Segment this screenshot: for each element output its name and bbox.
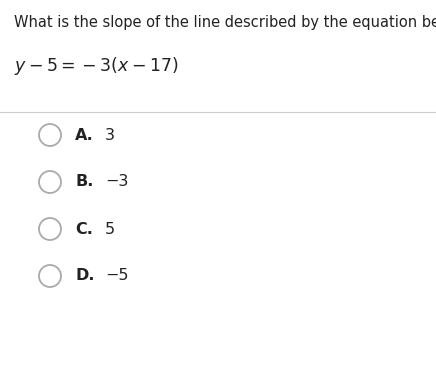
Text: 3: 3 (105, 128, 115, 142)
Text: B.: B. (75, 174, 93, 190)
Text: −5: −5 (105, 269, 129, 283)
Text: C.: C. (75, 221, 93, 236)
Text: −3: −3 (105, 174, 128, 190)
Text: What is the slope of the line described by the equation below?: What is the slope of the line described … (14, 15, 436, 30)
Text: A.: A. (75, 128, 94, 142)
Text: D.: D. (75, 269, 95, 283)
Text: 5: 5 (105, 221, 115, 236)
Text: $y - 5 = -3(x - 17)$: $y - 5 = -3(x - 17)$ (14, 55, 179, 77)
